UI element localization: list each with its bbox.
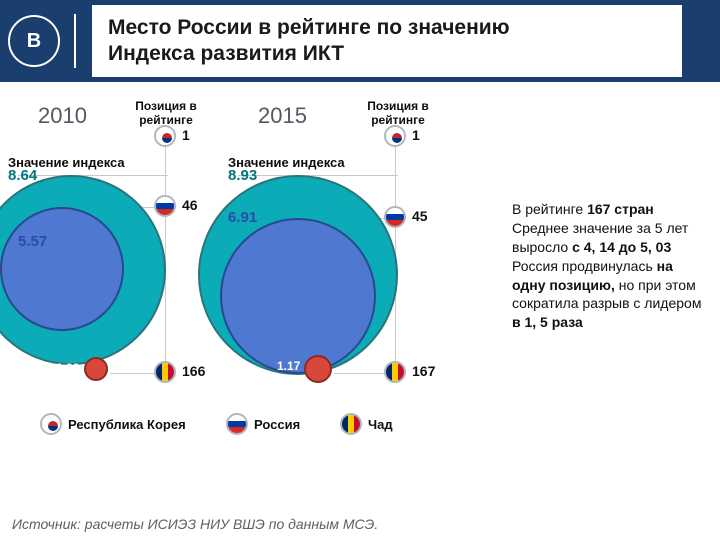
summary-l3d: в 1, 5 раза [512,314,583,330]
title-line-2: Индекса развития ИКТ [108,42,344,65]
source-note: Источник: расчеты ИСИЭЗ НИУ ВШЭ по данны… [12,516,378,532]
year-2010: 2010 [38,103,87,129]
title-line-1: Место России в рейтинге по значению [108,16,510,39]
legend-korea-label: Республика Корея [68,417,186,432]
idx-korea-2015: 8.93 [228,167,257,184]
flag-korea-2010 [154,125,176,147]
legend-chad: Чад [340,413,393,435]
col-head-rank-2010: Позиция в рейтинге [130,100,202,128]
hse-logo-icon: В [8,15,60,67]
rank-russia-2010: 46 [182,197,198,213]
circle-chad-2015 [304,355,332,383]
summary-l1b: 167 стран [587,201,654,217]
legend-russia-label: Россия [254,417,300,432]
rank-chad-2015: 167 [412,363,435,379]
page-title: Место России в рейтинге по значению Инде… [108,15,510,68]
rank-chad-2010: 166 [182,363,205,379]
legend-flag-chad-icon [340,413,362,435]
hline-korea-2015 [238,175,398,176]
summary-text: В рейтинге 167 стран Среднее значение за… [512,200,702,332]
idx-russia-2015: 6.91 [228,209,257,226]
hline-korea-2010 [18,175,168,176]
flag-russia-2015 [384,206,406,228]
rank-korea-2010: 1 [182,127,190,143]
summary-l3a: Россия продвинулась [512,258,657,274]
title-box: Место России в рейтинге по значению Инде… [92,5,682,77]
legend-korea: Республика Корея [40,413,186,435]
flag-chad-2015 [384,361,406,383]
idx-russia-2010: 5.57 [18,233,47,250]
rank-korea-2015: 1 [412,127,420,143]
rank-russia-2015: 45 [412,208,428,224]
flag-korea-2015 [384,125,406,147]
header-divider [74,14,76,68]
col-head-rank-2015: Позиция в рейтинге [362,100,434,128]
summary-l1a: В рейтинге [512,201,587,217]
legend-flag-korea-icon [40,413,62,435]
idx-chad-2015: 1.17 [277,359,300,373]
year-2015: 2015 [258,103,307,129]
flag-chad-2010 [154,361,176,383]
circle-russia-2010 [0,207,124,331]
header-bar: В Место России в рейтинге по значению Ин… [0,0,720,82]
legend-flag-russia-icon [226,413,248,435]
summary-l2b: с 4, 14 до 5, 03 [572,239,671,255]
bubble-chart: 2010 2015 Позиция в рейтинге Позиция в р… [10,105,490,485]
idx-korea-2010: 8.64 [8,167,37,184]
circle-russia-2015 [220,218,376,374]
legend-russia: Россия [226,413,300,435]
idx-chad-2010: 0.88 [56,361,79,375]
circle-chad-2010 [84,357,108,381]
flag-russia-2010 [154,195,176,217]
legend-chad-label: Чад [368,417,393,432]
